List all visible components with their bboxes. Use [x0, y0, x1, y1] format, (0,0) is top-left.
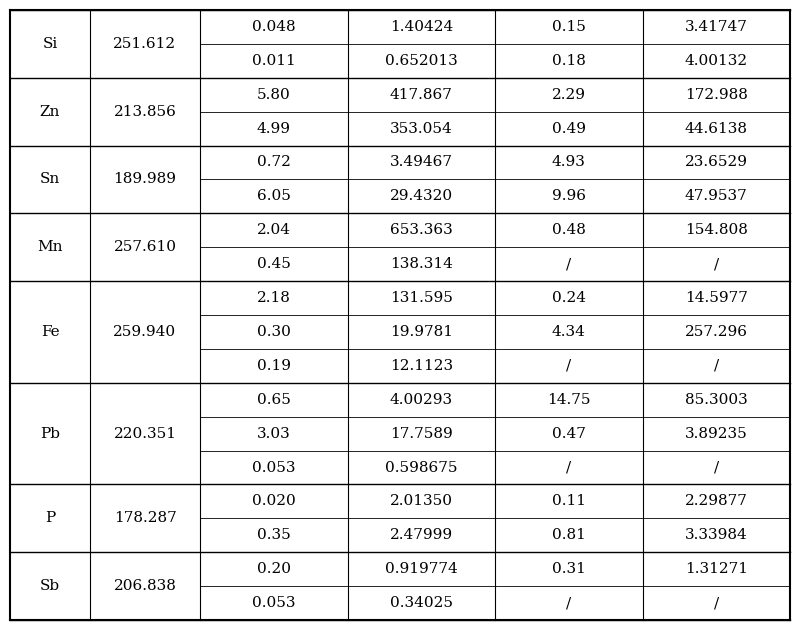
Text: 14.5977: 14.5977: [685, 291, 748, 305]
Text: 0.47: 0.47: [552, 427, 586, 441]
Text: /: /: [714, 257, 719, 271]
Text: 85.3003: 85.3003: [685, 392, 748, 407]
Text: 220.351: 220.351: [114, 427, 177, 441]
Text: 0.30: 0.30: [257, 325, 290, 339]
Text: 189.989: 189.989: [114, 173, 177, 186]
Text: 213.856: 213.856: [114, 105, 177, 119]
Text: /: /: [566, 461, 571, 475]
Text: 353.054: 353.054: [390, 121, 453, 136]
Text: 0.053: 0.053: [252, 461, 295, 475]
Text: 1.40424: 1.40424: [390, 20, 453, 34]
Text: 3.49467: 3.49467: [390, 155, 453, 169]
Text: 1.31271: 1.31271: [685, 562, 748, 576]
Text: 0.652013: 0.652013: [385, 54, 458, 68]
Text: 0.34025: 0.34025: [390, 596, 453, 610]
Text: 257.610: 257.610: [114, 240, 177, 254]
Text: 0.053: 0.053: [252, 596, 295, 610]
Text: 206.838: 206.838: [114, 579, 177, 593]
Text: 4.00132: 4.00132: [685, 54, 748, 68]
Text: 29.4320: 29.4320: [390, 190, 453, 204]
Text: Si: Si: [42, 37, 58, 51]
Text: 23.6529: 23.6529: [685, 155, 748, 169]
Text: 653.363: 653.363: [390, 223, 453, 237]
Text: 0.15: 0.15: [552, 20, 586, 34]
Text: /: /: [566, 596, 571, 610]
Text: 0.49: 0.49: [552, 121, 586, 136]
Text: 0.24: 0.24: [552, 291, 586, 305]
Text: 19.9781: 19.9781: [390, 325, 453, 339]
Text: 0.11: 0.11: [552, 494, 586, 508]
Text: 44.6138: 44.6138: [685, 121, 748, 136]
Text: /: /: [566, 257, 571, 271]
Text: 417.867: 417.867: [390, 88, 453, 102]
Text: Fe: Fe: [41, 325, 59, 339]
Text: 0.011: 0.011: [252, 54, 296, 68]
Text: 2.29877: 2.29877: [685, 494, 748, 508]
Text: 2.29: 2.29: [552, 88, 586, 102]
Text: 2.04: 2.04: [257, 223, 290, 237]
Text: 2.47999: 2.47999: [390, 528, 453, 542]
Text: 4.99: 4.99: [257, 121, 290, 136]
Text: 3.33984: 3.33984: [685, 528, 748, 542]
Text: 0.81: 0.81: [552, 528, 586, 542]
Text: 0.18: 0.18: [552, 54, 586, 68]
Text: 257.296: 257.296: [685, 325, 748, 339]
Text: Zn: Zn: [40, 105, 60, 119]
Text: 2.18: 2.18: [257, 291, 290, 305]
Text: 0.020: 0.020: [252, 494, 296, 508]
Text: 2.01350: 2.01350: [390, 494, 453, 508]
Text: 3.03: 3.03: [257, 427, 290, 441]
Text: 138.314: 138.314: [390, 257, 453, 271]
Text: /: /: [714, 461, 719, 475]
Text: 17.7589: 17.7589: [390, 427, 453, 441]
Text: /: /: [714, 359, 719, 373]
Text: 14.75: 14.75: [547, 392, 590, 407]
Text: 0.20: 0.20: [257, 562, 290, 576]
Text: P: P: [45, 511, 55, 525]
Text: 131.595: 131.595: [390, 291, 453, 305]
Text: 0.48: 0.48: [552, 223, 586, 237]
Text: 178.287: 178.287: [114, 511, 176, 525]
Text: 5.80: 5.80: [257, 88, 290, 102]
Text: 9.96: 9.96: [552, 190, 586, 204]
Text: 154.808: 154.808: [685, 223, 748, 237]
Text: 0.72: 0.72: [257, 155, 290, 169]
Text: 3.41747: 3.41747: [685, 20, 748, 34]
Text: 6.05: 6.05: [257, 190, 290, 204]
Text: Sn: Sn: [40, 173, 60, 186]
Text: 0.45: 0.45: [257, 257, 290, 271]
Text: 12.1123: 12.1123: [390, 359, 453, 373]
Text: Mn: Mn: [38, 240, 62, 254]
Text: 4.00293: 4.00293: [390, 392, 453, 407]
Text: 0.19: 0.19: [257, 359, 290, 373]
Text: 4.34: 4.34: [552, 325, 586, 339]
Text: /: /: [714, 596, 719, 610]
Text: 259.940: 259.940: [114, 325, 177, 339]
Text: 0.598675: 0.598675: [385, 461, 458, 475]
Text: 172.988: 172.988: [685, 88, 748, 102]
Text: 4.93: 4.93: [552, 155, 586, 169]
Text: 0.919774: 0.919774: [385, 562, 458, 576]
Text: Pb: Pb: [40, 427, 60, 441]
Text: Sb: Sb: [40, 579, 60, 593]
Text: 251.612: 251.612: [114, 37, 177, 51]
Text: 0.35: 0.35: [257, 528, 290, 542]
Text: 0.65: 0.65: [257, 392, 290, 407]
Text: 47.9537: 47.9537: [685, 190, 748, 204]
Text: 0.048: 0.048: [252, 20, 295, 34]
Text: 3.89235: 3.89235: [685, 427, 748, 441]
Text: /: /: [566, 359, 571, 373]
Text: 0.31: 0.31: [552, 562, 586, 576]
